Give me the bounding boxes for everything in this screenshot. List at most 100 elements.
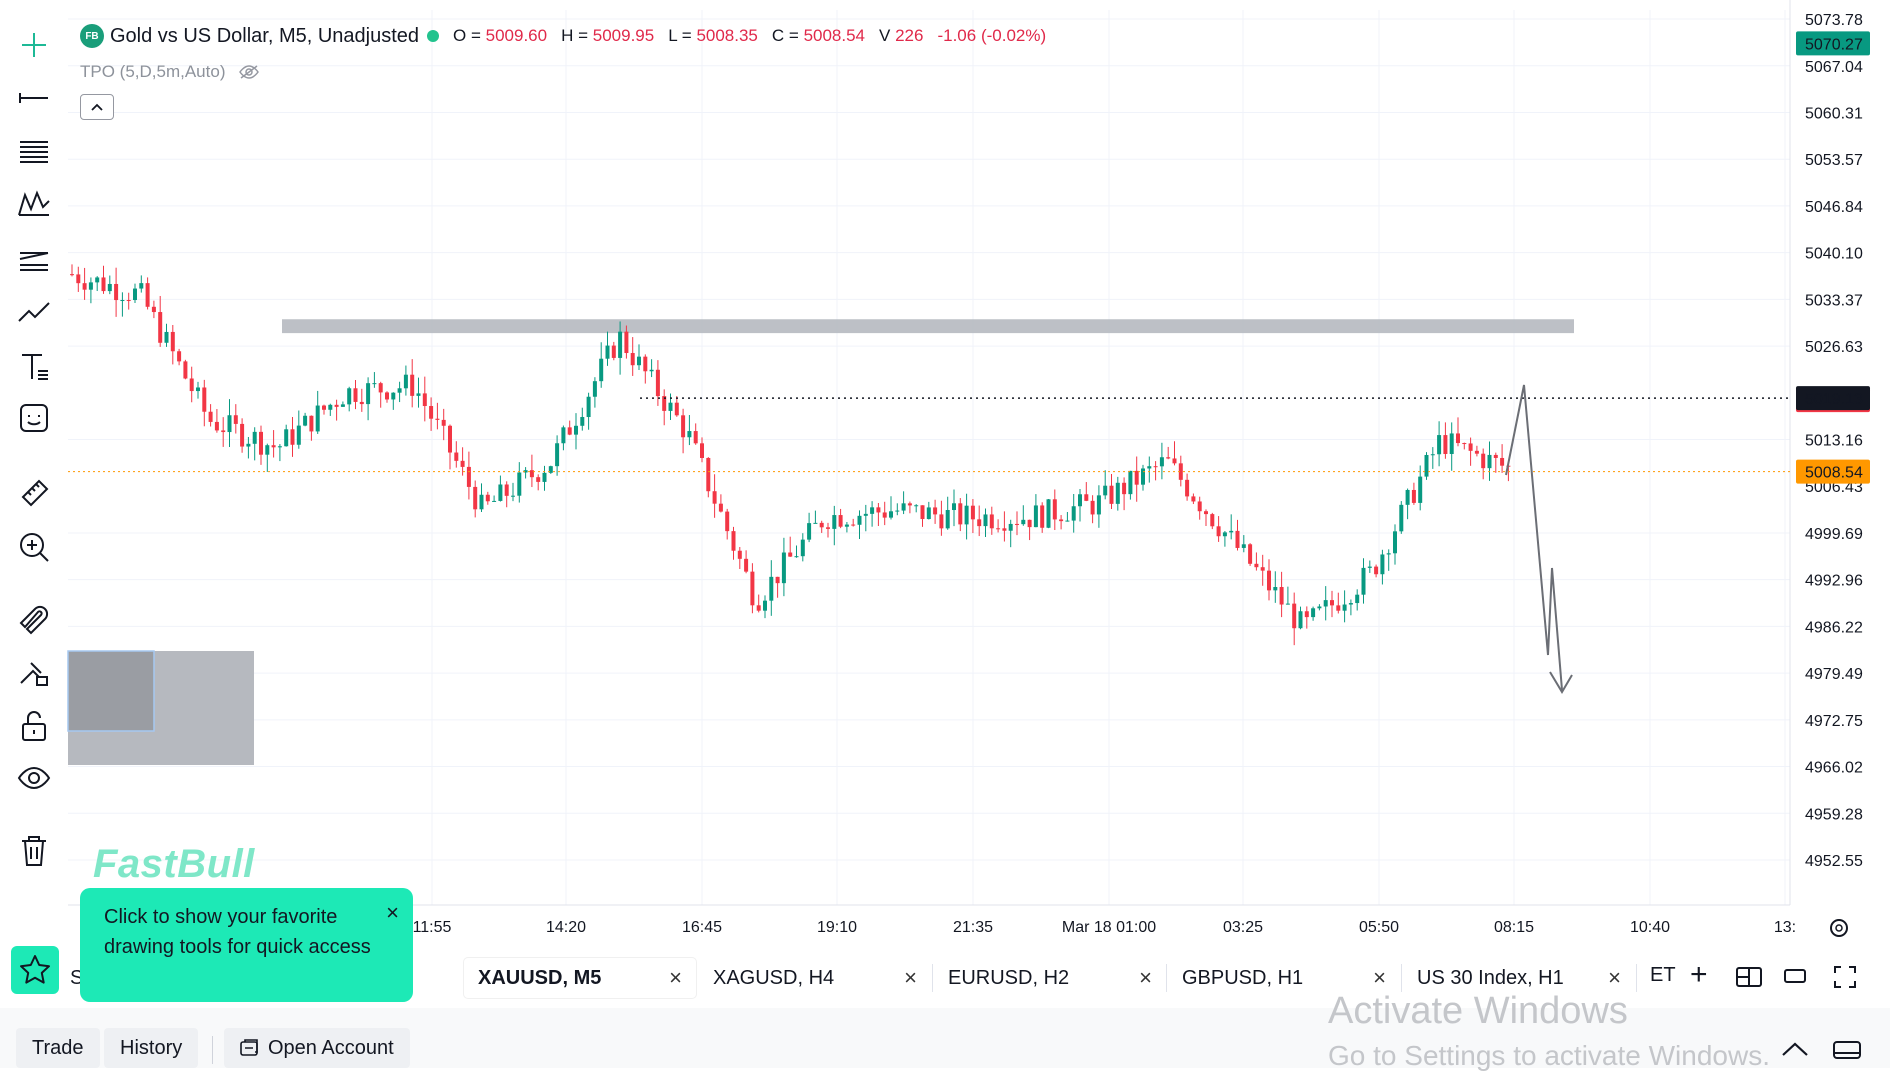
close-icon[interactable]: × bbox=[669, 965, 682, 990]
candle-body bbox=[580, 417, 585, 426]
trend-line-icon[interactable] bbox=[14, 292, 54, 332]
indicator-label[interactable]: TPO (5,D,5m,Auto) bbox=[80, 62, 226, 81]
trash-icon[interactable] bbox=[14, 830, 54, 870]
tab-gbpusd-h1[interactable]: GBPUSD, H1 × bbox=[1182, 965, 1386, 990]
crosshair-icon[interactable] bbox=[14, 25, 54, 65]
candle-body bbox=[309, 415, 314, 432]
text-tool-icon[interactable] bbox=[14, 346, 54, 386]
candle-body bbox=[1090, 500, 1095, 515]
close-icon[interactable]: × bbox=[904, 965, 917, 990]
candle-body bbox=[586, 396, 591, 418]
candle-body bbox=[996, 528, 1001, 530]
collapse-legend-button[interactable] bbox=[80, 94, 114, 120]
candle-body bbox=[536, 477, 541, 482]
candle-body bbox=[882, 512, 887, 518]
tab-eurusd-h2[interactable]: EURUSD, H2 × bbox=[948, 965, 1152, 990]
price-tick-label: 4999.69 bbox=[1805, 526, 1863, 543]
candle-body bbox=[1273, 587, 1278, 591]
candle-body bbox=[1178, 463, 1183, 480]
zoom-in-icon[interactable] bbox=[14, 527, 54, 567]
magnet-icon[interactable] bbox=[14, 598, 54, 638]
candle-body bbox=[214, 421, 219, 431]
time-tick-label: 08:15 bbox=[1494, 919, 1534, 936]
candle-body bbox=[164, 331, 169, 343]
pattern-icon[interactable] bbox=[14, 184, 54, 224]
candle-body bbox=[1405, 489, 1410, 505]
candle-body bbox=[1304, 611, 1309, 618]
candle-body bbox=[1285, 603, 1290, 605]
candle-body bbox=[1078, 494, 1082, 507]
candle-body bbox=[1015, 523, 1019, 525]
candle-body bbox=[448, 425, 452, 453]
chevron-up-icon bbox=[91, 103, 103, 111]
time-tick-label: 14:20 bbox=[546, 919, 586, 936]
activate-windows-title: Activate Windows bbox=[1328, 990, 1628, 1032]
candle-body bbox=[1134, 470, 1139, 485]
price-chart[interactable]: 5073.78 5067.04 5060.31 5053.57 5046.84 5040.… bbox=[0, 0, 1890, 950]
candle-body bbox=[101, 277, 106, 292]
chevron-up-icon[interactable] bbox=[1780, 1040, 1810, 1058]
activate-windows-subtitle: Go to Settings to activate Windows. bbox=[1328, 1040, 1770, 1071]
candle-body bbox=[504, 484, 509, 496]
tooltip-text: Click to show your favorite drawing tool… bbox=[104, 906, 371, 958]
trade-button[interactable]: Trade bbox=[16, 1028, 100, 1068]
gear-icon-center bbox=[1835, 924, 1843, 932]
candle-body bbox=[744, 558, 749, 572]
ohlc-volume: V 226 bbox=[879, 26, 924, 45]
candle-body bbox=[637, 356, 641, 366]
candle-body bbox=[435, 418, 440, 420]
candle-body bbox=[498, 484, 503, 501]
timezone-label[interactable]: ET bbox=[1650, 964, 1676, 986]
close-icon[interactable]: × bbox=[1373, 965, 1386, 990]
candle-body bbox=[340, 404, 345, 407]
tab-us30-h1[interactable]: US 30 Index, H1 × bbox=[1417, 965, 1621, 990]
candle-body bbox=[95, 277, 100, 283]
hidden-eye-icon[interactable] bbox=[239, 64, 260, 80]
price-tick-label: 4986.22 bbox=[1805, 619, 1863, 636]
price-tick-label: 5040.10 bbox=[1805, 246, 1863, 263]
candle-body bbox=[1411, 489, 1416, 503]
candle-body bbox=[712, 491, 717, 504]
eye-icon[interactable] bbox=[14, 758, 54, 798]
symbol-title[interactable]: Gold vs US Dollar, M5, Unadjusted bbox=[110, 24, 420, 47]
ohlc-low: L = 5008.35 bbox=[668, 26, 758, 45]
close-icon[interactable]: × bbox=[1608, 965, 1621, 990]
parallel-channel-icon[interactable] bbox=[14, 238, 54, 278]
candle-body bbox=[88, 282, 93, 290]
lock-drawing-icon[interactable] bbox=[14, 652, 54, 692]
panel-icon[interactable] bbox=[1832, 1040, 1862, 1060]
tab-xauusd-m5[interactable]: XAUUSD, M5 × bbox=[464, 958, 696, 998]
open-account-button[interactable]: Open Account bbox=[224, 1028, 410, 1068]
candle-body bbox=[687, 431, 692, 438]
gear-icon[interactable] bbox=[1830, 919, 1848, 937]
price-tick-label: 4972.75 bbox=[1805, 713, 1863, 730]
candle-body bbox=[788, 552, 793, 557]
candle-body bbox=[737, 550, 742, 559]
tab-xagusd-h4[interactable]: XAGUSD, H4 × bbox=[713, 965, 917, 990]
price-tick-label: 5046.84 bbox=[1805, 199, 1863, 216]
history-button[interactable]: History bbox=[104, 1028, 199, 1068]
candle-body bbox=[126, 300, 131, 302]
close-icon[interactable]: × bbox=[1139, 965, 1152, 990]
candle-body bbox=[781, 552, 786, 584]
candle-body bbox=[454, 452, 459, 461]
candle-body bbox=[1380, 554, 1385, 575]
candle-body bbox=[542, 472, 547, 482]
add-tab-button[interactable]: + bbox=[1690, 958, 1708, 991]
layout-icon[interactable] bbox=[1736, 966, 1762, 988]
fib-levels-icon[interactable] bbox=[14, 130, 54, 170]
favorite-tools-button[interactable] bbox=[11, 946, 59, 994]
fullscreen-icon[interactable] bbox=[1834, 966, 1856, 988]
unlock-icon[interactable] bbox=[14, 706, 54, 746]
ruler-icon[interactable] bbox=[14, 472, 54, 512]
candle-body bbox=[183, 361, 188, 379]
candle-body bbox=[429, 406, 434, 419]
horizontal-line-icon[interactable] bbox=[14, 78, 54, 118]
candle-body bbox=[655, 369, 660, 397]
close-icon[interactable]: × bbox=[386, 900, 399, 925]
window-icon[interactable] bbox=[1784, 967, 1806, 985]
candle-body bbox=[1468, 443, 1473, 451]
candle-body bbox=[756, 605, 761, 611]
candle-body bbox=[252, 431, 257, 444]
emoji-icon[interactable] bbox=[14, 398, 54, 438]
